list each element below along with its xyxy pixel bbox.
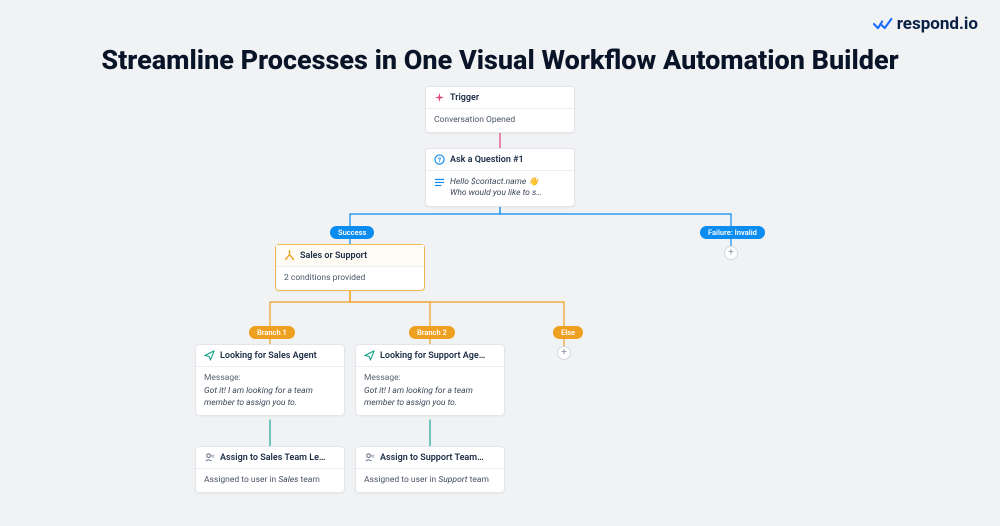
node-title: Sales or Support	[300, 251, 367, 261]
assign-icon	[364, 452, 375, 463]
node-body: Message: Got it! I am looking for a team…	[196, 367, 344, 415]
node-header: ? Ask a Question #1	[426, 149, 574, 171]
add-step-else[interactable]: +	[557, 346, 571, 360]
node-title: Trigger	[450, 93, 479, 103]
node-header: Trigger	[426, 87, 574, 109]
badge-branch-1: Branch 1	[249, 326, 295, 339]
node-title: Looking for Support Age…	[380, 351, 485, 361]
node-body: Message: Got it! I am looking for a team…	[356, 367, 504, 415]
branch-icon	[284, 250, 295, 261]
message-label: Message:	[364, 373, 496, 384]
node-title: Ask a Question #1	[450, 155, 524, 165]
send-icon	[364, 350, 375, 361]
svg-text:?: ?	[438, 156, 441, 164]
message-label: Message:	[204, 373, 336, 384]
page-title: Streamline Processes in One Visual Workf…	[101, 44, 898, 76]
brand-name: respond.io	[897, 14, 978, 34]
badge-failure: Failure: Invalid	[700, 226, 765, 239]
node-assign-support[interactable]: Assign to Support Team… Assigned to user…	[355, 446, 505, 493]
node-header: Assign to Sales Team Le…	[196, 447, 344, 469]
node-assign-sales[interactable]: Assign to Sales Team Le… Assigned to use…	[195, 446, 345, 493]
node-branch-sales-support[interactable]: Sales or Support 2 conditions provided	[275, 244, 425, 291]
node-header: Looking for Sales Agent	[196, 345, 344, 367]
node-title: Assign to Support Team…	[380, 453, 484, 463]
node-body: Conversation Opened	[426, 109, 574, 132]
send-icon	[204, 350, 215, 361]
brand-logo: respond.io	[873, 14, 978, 34]
node-ask-question[interactable]: ? Ask a Question #1 Hello $contact.name …	[425, 148, 575, 207]
ask-body-text: Hello $contact.name 👋 Who would you like…	[450, 177, 542, 200]
message-text: Got it! I am looking for a team member t…	[364, 386, 496, 409]
assign-icon	[204, 452, 215, 463]
node-body: 2 conditions provided	[276, 267, 424, 290]
add-step-failure[interactable]: +	[724, 246, 738, 260]
node-title: Looking for Sales Agent	[220, 351, 317, 361]
node-body: Hello $contact.name 👋 Who would you like…	[426, 171, 574, 206]
node-header: Sales or Support	[276, 245, 424, 267]
node-trigger[interactable]: Trigger Conversation Opened	[425, 86, 575, 133]
node-body: Assigned to user in Sales team	[196, 469, 344, 492]
list-icon	[434, 177, 445, 188]
workflow-canvas: Trigger Conversation Opened ? Ask a Ques…	[0, 86, 1000, 526]
question-icon: ?	[434, 154, 445, 165]
logo-checkmarks-icon	[873, 17, 893, 31]
badge-success: Success	[330, 226, 374, 239]
node-support-message[interactable]: Looking for Support Age… Message: Got it…	[355, 344, 505, 416]
node-body: Assigned to user in Support team	[356, 469, 504, 492]
node-sales-message[interactable]: Looking for Sales Agent Message: Got it!…	[195, 344, 345, 416]
spark-icon	[434, 92, 445, 103]
node-header: Assign to Support Team…	[356, 447, 504, 469]
message-text: Got it! I am looking for a team member t…	[204, 386, 336, 409]
badge-branch-2: Branch 2	[409, 326, 455, 339]
node-header: Looking for Support Age…	[356, 345, 504, 367]
badge-else: Else	[553, 326, 583, 339]
node-title: Assign to Sales Team Le…	[220, 453, 325, 463]
